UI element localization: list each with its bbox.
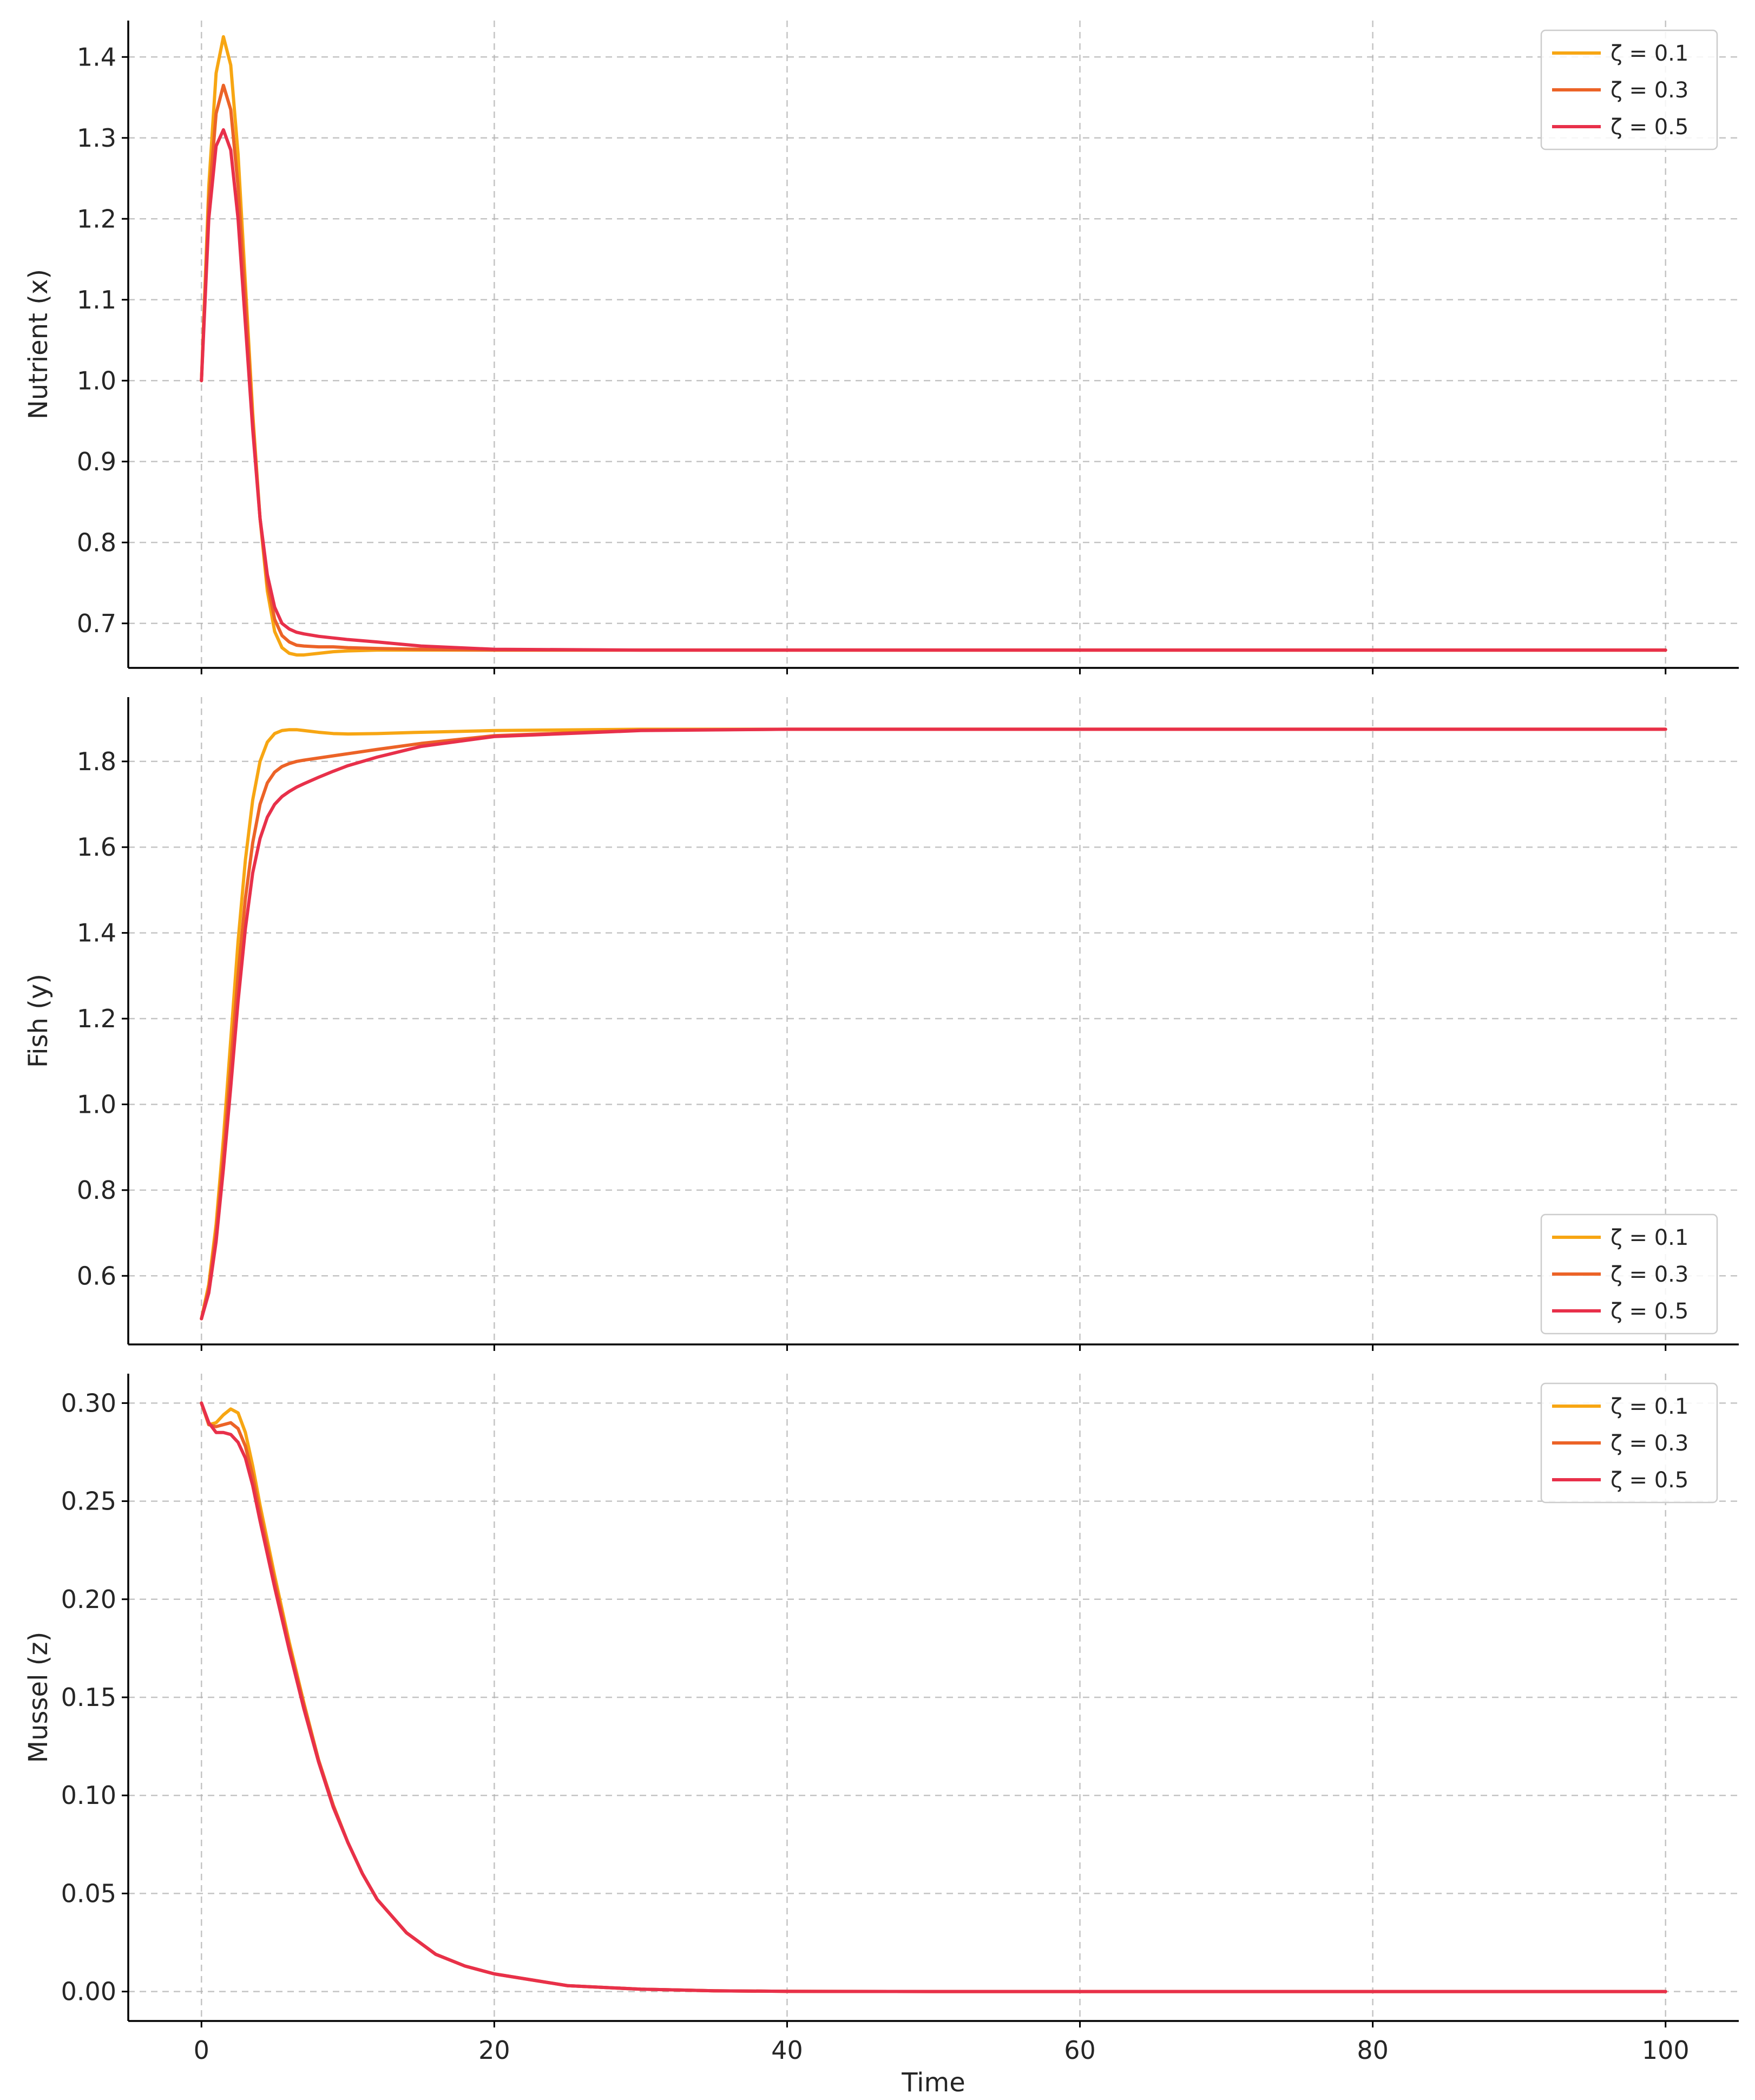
chart-2-xtick-label-4: 80 [1357,2036,1389,2065]
chart-0-ytick-label-0: 0.7 [77,609,116,638]
chart-2-xtick-label-2: 40 [771,2036,803,2065]
chart-2-legend-label-0: ζ = 0.1 [1611,1394,1688,1419]
chart-2-xlabel: Time [901,2068,965,2098]
chart-2-ylabel: Mussel (z) [23,1632,54,1763]
chart-1-ytick-label-3: 1.2 [77,1004,116,1033]
chart-1-legend-label-2: ζ = 0.5 [1611,1299,1688,1324]
chart-1-ylabel: Fish (y) [23,974,54,1068]
chart-0-ytick-label-7: 1.4 [77,42,116,71]
chart-2-ytick-label-2: 0.10 [61,1781,116,1810]
chart-0-ytick-label-4: 1.1 [77,285,116,314]
chart-2-legend-label-1: ζ = 0.3 [1611,1431,1688,1456]
chart-1-legend-label-0: ζ = 0.1 [1611,1225,1688,1250]
chart-1-series-line-1 [200,727,1667,1321]
chart-2-ytick-label-0: 0.00 [61,1977,116,2006]
chart-0-legend: ζ = 0.1 ζ = 0.3 ζ = 0.5 [1540,29,1718,150]
chart-0-series-line-1 [200,83,1667,652]
chart-1-ytick-label-6: 1.8 [77,747,116,776]
chart-2-ytick-label-1: 0.05 [61,1879,116,1908]
chart-2-series-line-2 [200,1401,1667,1993]
chart-1-legend-box [1540,1213,1718,1335]
chart-0-ytick-label-2: 0.9 [77,447,116,476]
chart-2-legend-label-2: ζ = 0.5 [1611,1468,1688,1493]
chart-1-series-line-0 [200,727,1667,1321]
chart-0-ytick-label-5: 1.2 [77,204,116,233]
chart-1-ytick-label-0: 0.6 [77,1261,116,1290]
chart-2-series-line-1 [200,1401,1667,1993]
chart-2-legend: ζ = 0.1 ζ = 0.3 ζ = 0.5 [1540,1382,1718,1504]
chart-0-ytick-label-1: 0.8 [77,528,116,557]
chart-2-xtick-label-0: 0 [194,2036,209,2065]
chart-0-ytick-label-3: 1.0 [77,366,116,395]
chart-1-legend: ζ = 0.1 ζ = 0.3 ζ = 0.5 [1540,1213,1718,1335]
chart-1-ytick-label-2: 1.0 [77,1090,116,1119]
chart-0-series-line-2 [200,128,1667,652]
chart-1-ytick-label-1: 0.8 [77,1176,116,1205]
chart-0-legend-label-1: ζ = 0.3 [1611,78,1688,103]
chart-2-xtick-label-5: 100 [1642,2036,1690,2065]
chart-1-legend-label-1: ζ = 0.3 [1611,1262,1688,1287]
chart-0-ylabel: Nutrient (x) [23,269,54,419]
chart-1-ytick-label-4: 1.4 [77,918,116,948]
chart-0-legend-box [1540,29,1718,150]
chart-2-ytick-label-4: 0.20 [61,1585,116,1614]
chart-0-legend-label-0: ζ = 0.1 [1611,41,1688,66]
chart-1-ytick-label-5: 1.6 [77,832,116,862]
chart-0-legend-label-2: ζ = 0.5 [1611,115,1688,140]
chart-2-ytick-label-3: 0.15 [61,1683,116,1712]
chart-2-xtick-label-3: 60 [1064,2036,1096,2065]
chart-1-series-line-2 [200,727,1667,1321]
chart-2-legend-box [1540,1382,1718,1504]
nutrient-panel: 0.7 0.8 0.9 1.0 1.1 1.2 1.3 1.4 Nutrient (x) ζ = … [23,21,1739,674]
chart-2-series-line-0 [200,1401,1667,1993]
chart-0-series-line-0 [200,35,1667,657]
mussel-panel: 0.00 0.05 0.10 0.15 0.20 0.25 0.30 0 20 40 60 80 100… [23,1374,1739,2098]
chart-2-ytick-label-6: 0.30 [61,1388,116,1418]
chart-2-ytick-label-5: 0.25 [61,1487,116,1516]
chart-2-xtick-label-1: 20 [478,2036,510,2065]
chart-0-ytick-label-6: 1.3 [77,123,116,153]
